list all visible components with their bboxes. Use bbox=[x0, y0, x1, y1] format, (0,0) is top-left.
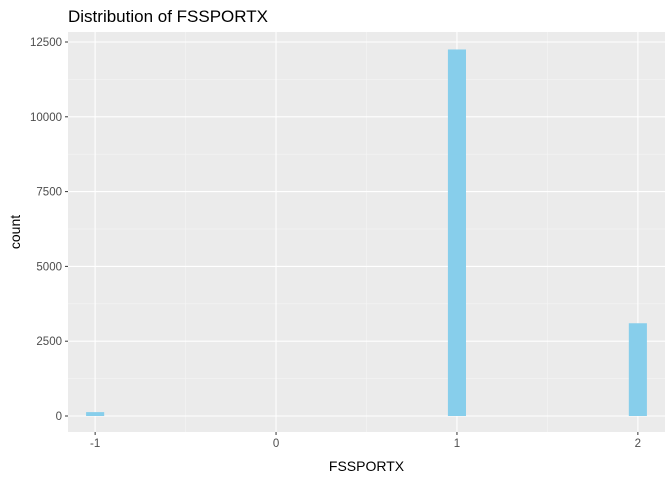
chart-title: Distribution of FSSPORTX bbox=[68, 7, 268, 26]
y-tick-label: 2500 bbox=[36, 336, 62, 348]
x-tick-label: -1 bbox=[90, 438, 100, 450]
y-tick-label: 7500 bbox=[36, 187, 62, 199]
y-axis-title: count bbox=[7, 215, 23, 249]
x-tick-label: 1 bbox=[454, 438, 460, 450]
y-axis-ticks: 0 2500 5000 7500 10000 12500 bbox=[30, 37, 68, 423]
y-tick-label: 0 bbox=[56, 411, 62, 423]
histogram-bar bbox=[447, 49, 466, 416]
x-tick-label: 0 bbox=[273, 438, 279, 450]
x-axis-ticks: -1 0 1 2 bbox=[90, 432, 641, 450]
y-tick-label: 5000 bbox=[36, 261, 62, 273]
y-tick-label: 12500 bbox=[30, 37, 62, 49]
histogram-bar bbox=[628, 323, 647, 416]
grid-major bbox=[68, 32, 665, 432]
y-tick-label: 10000 bbox=[30, 112, 62, 124]
x-axis-title: FSSPORTX bbox=[329, 458, 405, 474]
bars bbox=[86, 49, 647, 416]
x-tick-label: 2 bbox=[635, 438, 641, 450]
grid-minor bbox=[68, 32, 665, 432]
histogram-bar bbox=[86, 412, 105, 416]
